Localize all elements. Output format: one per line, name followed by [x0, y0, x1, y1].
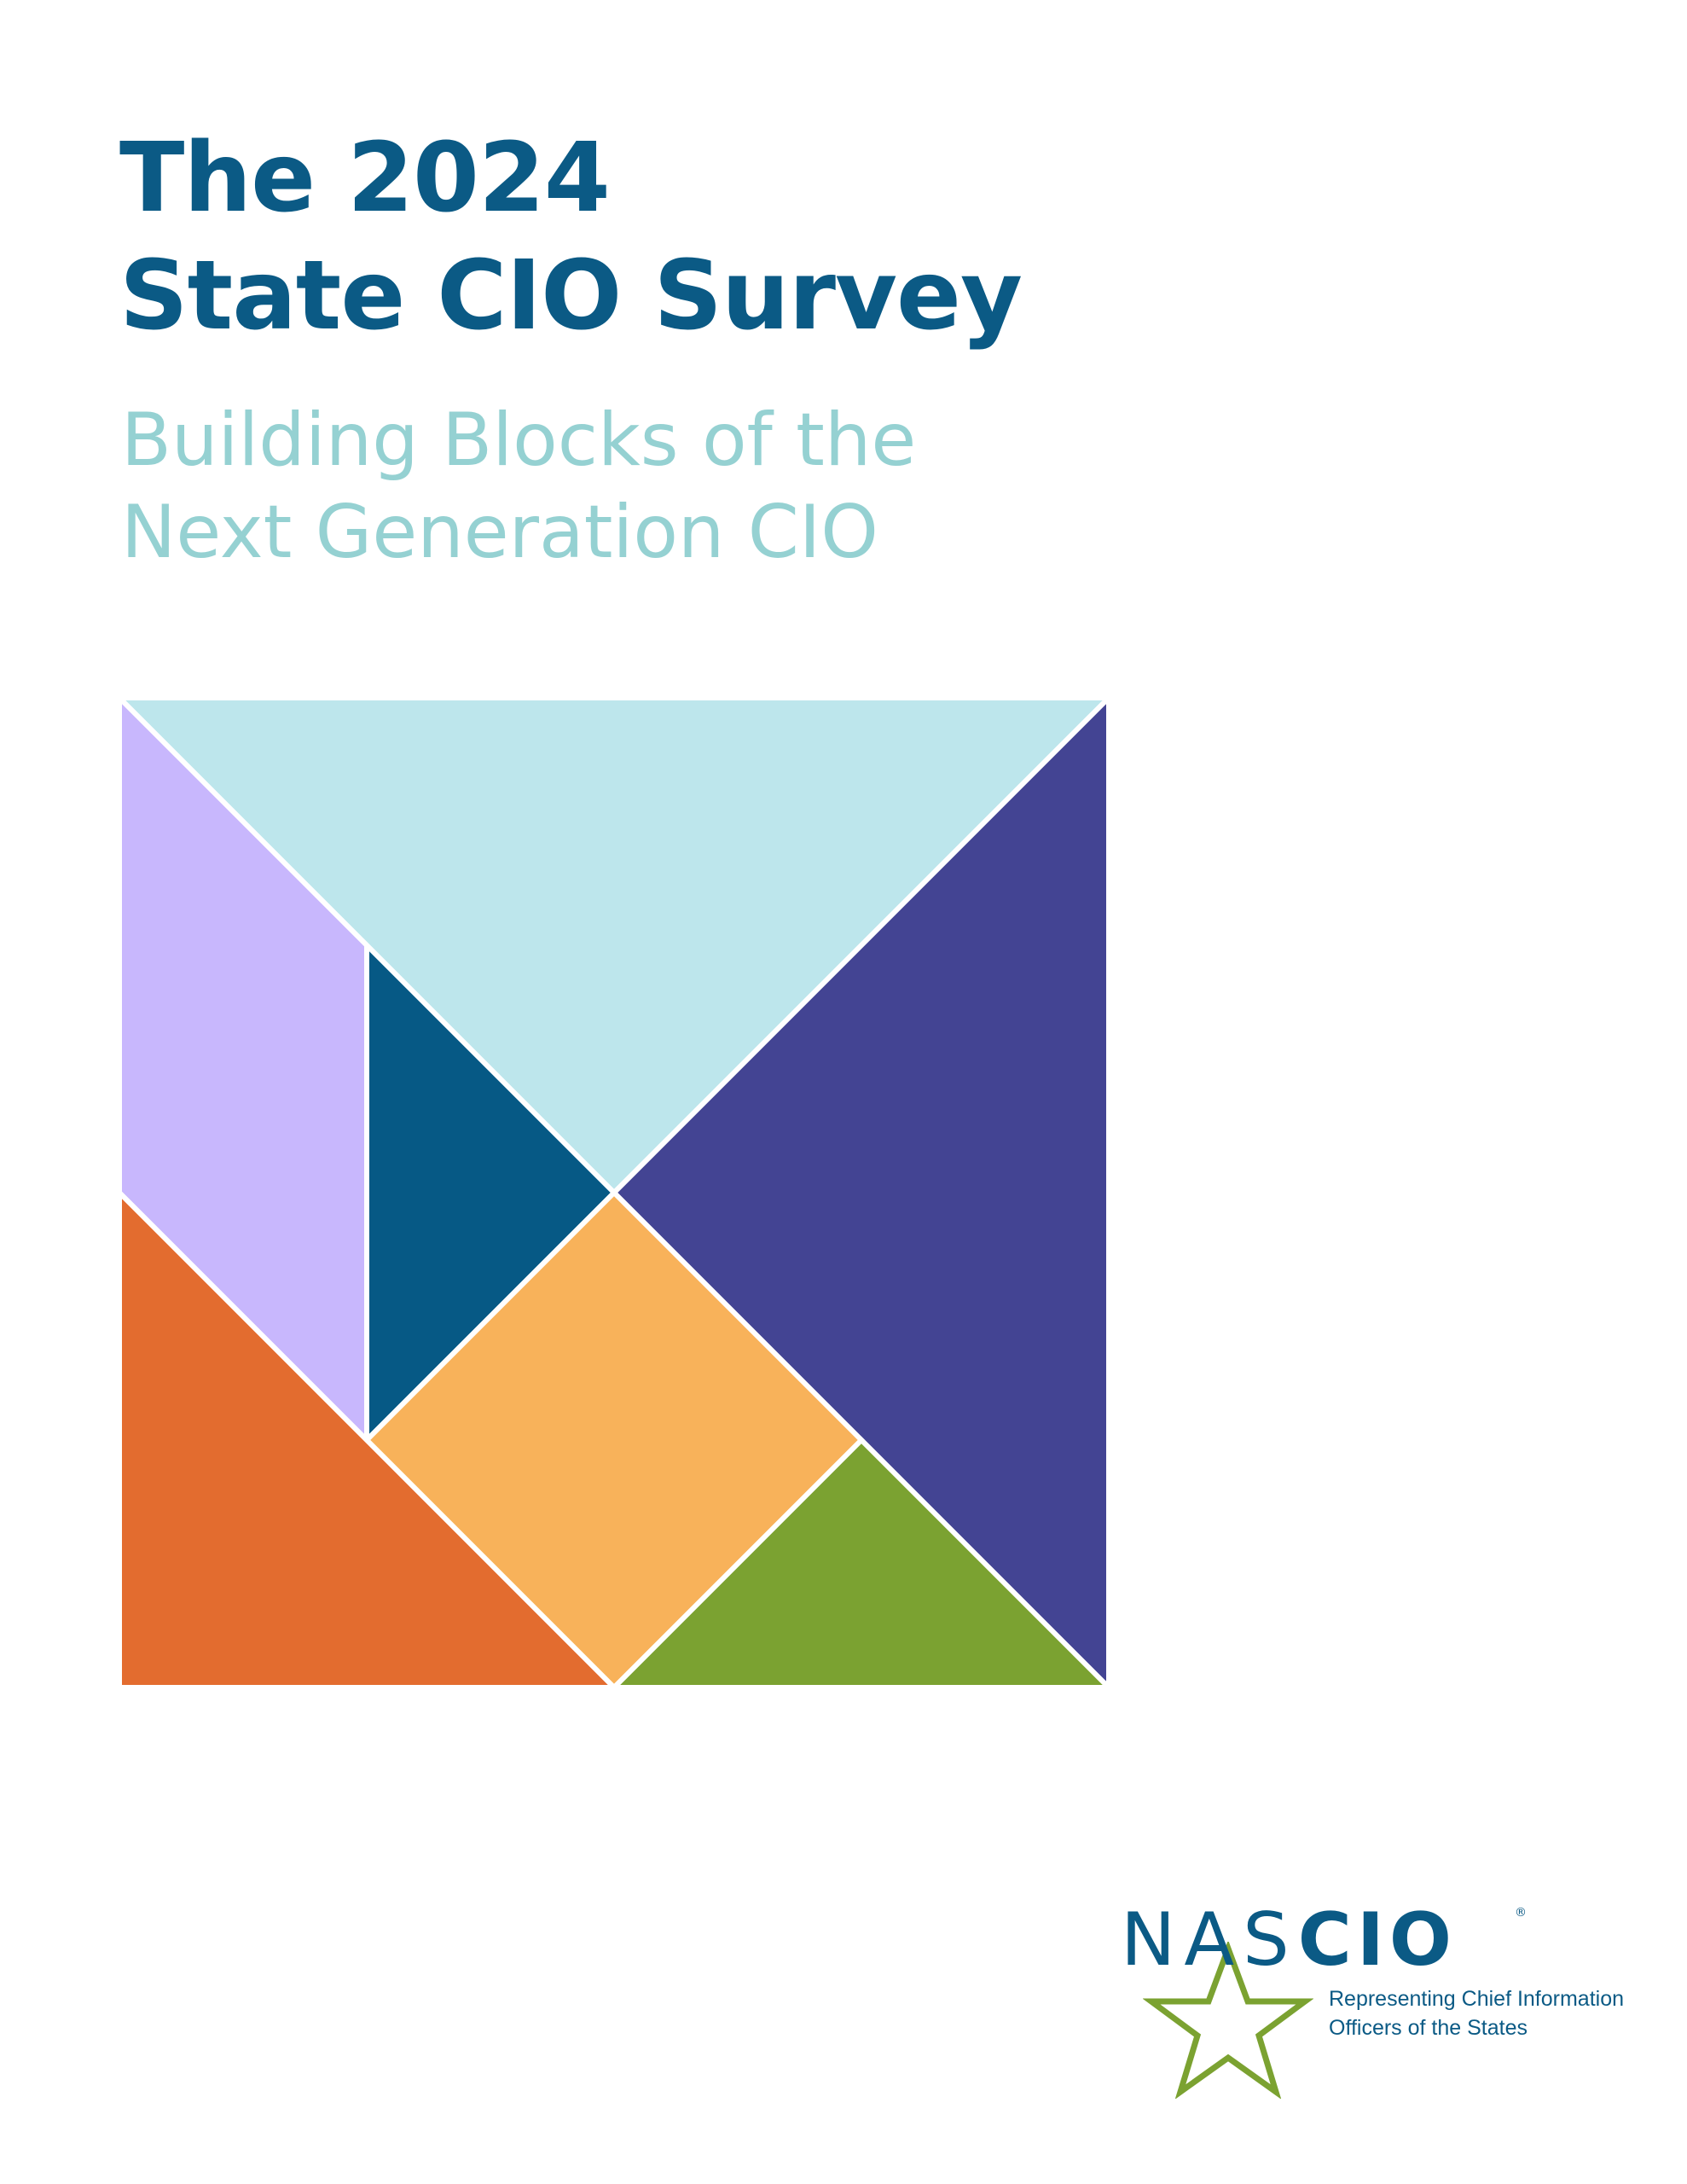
- tangram-small-triangle: [610, 1436, 1109, 1687]
- logo-letters-cio: CIO: [1297, 1897, 1457, 1983]
- report-subtitle: Building Blocks of the Next Generation C…: [121, 394, 916, 578]
- title-line-2: State CIO Survey: [119, 241, 1023, 351]
- logo-wordmark: NASCIO: [1121, 1897, 1457, 1983]
- logo-letters-nas: NAS: [1121, 1897, 1298, 1983]
- tagline-line-1: Representing Chief Information: [1329, 1987, 1625, 2011]
- subtitle-line-2: Next Generation CIO: [121, 490, 878, 575]
- registered-mark: ®: [1515, 1906, 1527, 1920]
- subtitle-line-1: Building Blocks of the: [121, 398, 917, 483]
- tangram-bottom-left-triangle: [119, 1188, 618, 1687]
- tangram-illustration: [119, 698, 1109, 1687]
- tagline-line-2: Officers of the States: [1329, 2016, 1528, 2040]
- star-icon: [1143, 1942, 1313, 2099]
- nascio-logo: NASCIO ® Representing Chief Information …: [1117, 1897, 1638, 2099]
- report-title: The 2024 State CIO Survey: [119, 119, 1023, 355]
- title-line-1: The 2024: [119, 123, 611, 234]
- logo-tagline: Representing Chief Information Officers …: [1329, 1984, 1624, 2042]
